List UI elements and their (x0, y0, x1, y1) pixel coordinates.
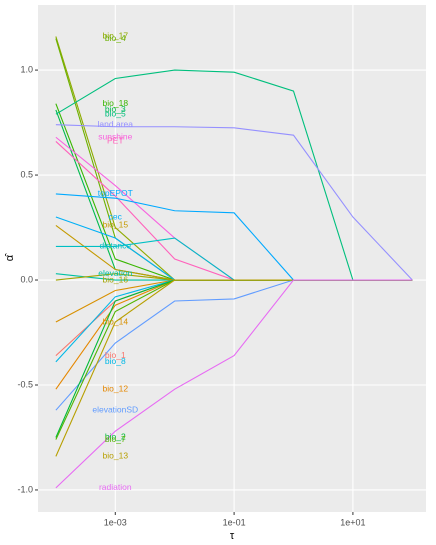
series-label: bio_12 (103, 383, 129, 393)
y-tick-label: -1.0 (17, 484, 33, 494)
y-tick-label: 0.0 (20, 274, 33, 284)
series-label: topEPOT (98, 188, 133, 198)
series-label: PET (107, 136, 124, 146)
series-label: land.area (98, 119, 134, 129)
y-tick-label: -0.5 (17, 379, 33, 389)
series-label: bio_3 (105, 104, 126, 114)
series-label: bio_5 (105, 108, 126, 118)
series-label: bio_15 (103, 220, 129, 230)
series-label: bio_18 (103, 98, 129, 108)
series-label: bio_4 (105, 33, 126, 43)
x-tick-label: 1e-03 (104, 517, 127, 527)
x-tick-label: 1e+01 (340, 517, 365, 527)
series-label: radiation (99, 482, 132, 492)
series-label: bio_1 (105, 350, 126, 360)
series-line (55, 124, 413, 281)
series-label: bio_8 (105, 356, 126, 366)
x-tick-label: 1e-01 (223, 517, 246, 527)
x-axis-label: τ (230, 530, 235, 542)
series-label: bio_7 (105, 434, 126, 444)
series-label: bio_13 (103, 451, 129, 461)
series-label: bio_16 (103, 274, 129, 284)
y-tick-label: 0.5 (20, 169, 33, 179)
series-label: sunshine (98, 132, 132, 142)
series-label: bio_17 (103, 31, 129, 41)
series-label: bio_2 (105, 432, 126, 442)
series-label: elevationSD (92, 404, 138, 414)
series-line (55, 279, 413, 489)
series-label: bio_14 (103, 316, 129, 326)
y-tick-label: 1.0 (20, 64, 33, 74)
series-label: distance (99, 241, 131, 251)
panel (38, 5, 426, 512)
series-label: cec (109, 211, 123, 221)
y-axis-label: α̂ (4, 253, 16, 261)
series-label: elevation (98, 268, 132, 278)
